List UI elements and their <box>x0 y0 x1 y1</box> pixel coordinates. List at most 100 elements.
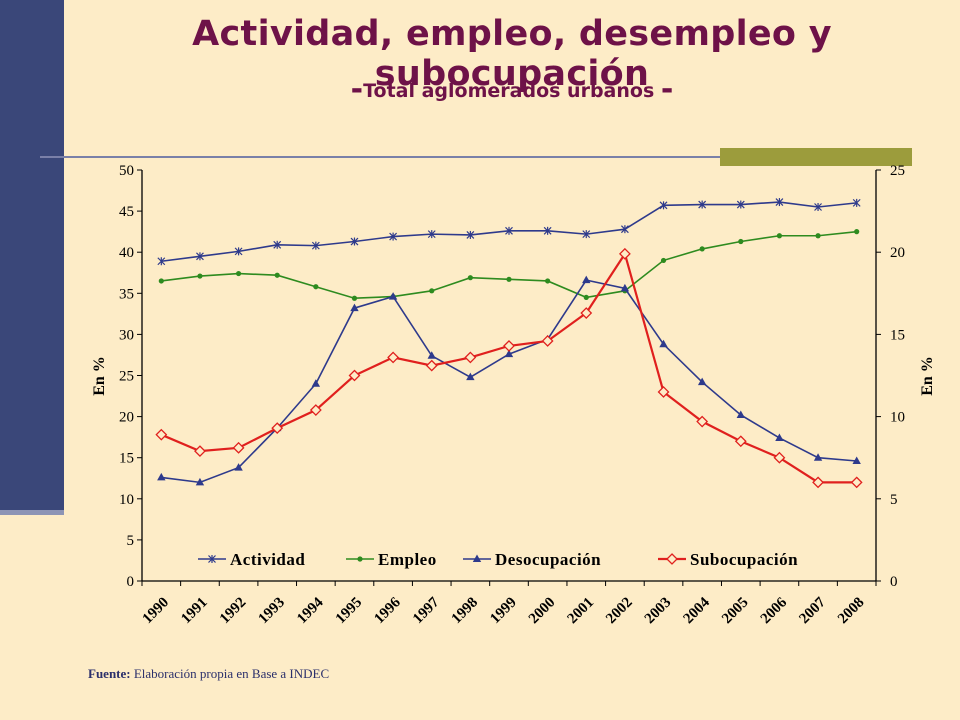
legend-label-subocupacion: Subocupación <box>690 550 798 569</box>
data-point-desocupacion <box>157 472 166 481</box>
data-point-actividad <box>234 247 243 256</box>
data-point-empleo <box>197 273 203 279</box>
y-tick-label-right: 25 <box>890 163 905 179</box>
data-point-empleo <box>776 233 783 239</box>
x-tick-label: 2004 <box>680 594 713 627</box>
data-point-subocupacion <box>348 369 361 382</box>
data-point-empleo <box>158 278 164 284</box>
data-point-desocupacion <box>582 275 591 284</box>
data-point-actividad <box>196 252 204 261</box>
data-point-subocupacion <box>194 445 206 458</box>
y-tick-label-left: 25 <box>119 369 134 385</box>
data-point-actividad <box>273 240 282 249</box>
data-point-empleo <box>699 246 705 252</box>
x-tick-label: 1997 <box>410 594 443 627</box>
data-point-desocupacion <box>620 283 630 292</box>
subtitle-text: Total aglomerados urbanos <box>363 80 655 102</box>
data-point-actividad <box>582 230 591 239</box>
source-label: Fuente: <box>88 666 131 681</box>
data-point-actividad <box>736 200 745 209</box>
y-tick-label-left: 10 <box>119 492 134 508</box>
series-line-subocupacion <box>160 251 857 484</box>
source-note: Fuente: Elaboración propia en Base a IND… <box>88 666 329 682</box>
data-point-desocupacion <box>697 377 707 386</box>
legend-label-desocupacion: Desocupación <box>495 550 601 569</box>
series-line-empleo <box>161 230 857 300</box>
legend-label-actividad: Actividad <box>230 550 305 569</box>
y-axis-title-right: En % <box>919 356 936 396</box>
y-tick-label-left: 5 <box>127 533 135 549</box>
y-tick-label-right: 20 <box>890 245 905 261</box>
data-point-actividad <box>543 226 552 235</box>
data-point-empleo <box>313 284 319 290</box>
chart-series <box>155 198 863 489</box>
x-tick-label: 2008 <box>835 595 868 628</box>
data-point-desocupacion <box>427 351 436 359</box>
data-point-subocupacion <box>232 441 245 454</box>
data-point-subocupacion <box>425 359 438 372</box>
x-tick-label: 1992 <box>217 595 250 628</box>
data-point-desocupacion <box>311 379 321 387</box>
title-divider <box>40 156 912 158</box>
y-tick-label-left: 15 <box>119 451 134 467</box>
x-tick-label: 2005 <box>719 595 752 628</box>
data-point-subocupacion <box>503 339 515 352</box>
data-point-subocupacion <box>657 386 670 398</box>
data-point-actividad <box>698 200 707 209</box>
data-point-subocupacion <box>734 435 747 448</box>
data-point-actividad <box>775 198 784 207</box>
x-tick-label: 1993 <box>256 595 289 628</box>
x-tick-label: 1990 <box>140 595 173 628</box>
data-point-desocupacion <box>195 477 205 486</box>
x-tick-label: 1991 <box>178 595 211 628</box>
left-accent-bar <box>0 0 64 514</box>
x-tick-label: 2003 <box>642 595 675 628</box>
subtitle-dash-right: - <box>660 72 674 107</box>
data-point-desocupacion <box>504 349 514 358</box>
left-accent-bar-shadow <box>0 510 64 515</box>
data-point-actividad <box>389 232 398 241</box>
subtitle-dash-left: - <box>350 72 364 107</box>
data-point-subocupacion <box>618 247 631 260</box>
data-point-desocupacion <box>234 463 243 471</box>
x-tick-label: 1999 <box>487 595 520 628</box>
chart-legend: Actividad Empleo Desocupación Subocupación <box>198 550 798 569</box>
y-tick-label-left: 45 <box>119 204 134 220</box>
y-tick-label-left: 20 <box>119 410 134 426</box>
data-point-empleo <box>274 272 280 278</box>
data-point-actividad <box>505 226 513 235</box>
data-point-subocupacion <box>666 553 678 565</box>
data-point-empleo <box>815 233 821 239</box>
data-point-empleo <box>467 275 473 281</box>
x-tick-label: 2000 <box>526 595 559 628</box>
olive-accent-block <box>720 148 912 166</box>
data-point-desocupacion <box>852 456 861 464</box>
data-point-subocupacion <box>271 422 284 435</box>
x-tick-label: 1994 <box>294 594 327 627</box>
data-point-empleo <box>506 276 512 282</box>
x-tick-label: 2006 <box>758 594 791 627</box>
data-point-empleo <box>660 257 667 264</box>
data-point-desocupacion <box>388 292 398 300</box>
data-point-desocupacion <box>659 339 668 348</box>
data-point-subocupacion <box>773 451 786 464</box>
data-point-actividad <box>427 230 436 239</box>
data-point-subocupacion <box>696 415 709 428</box>
y-axis-title-left: En % <box>91 356 108 396</box>
data-point-subocupacion <box>387 351 400 364</box>
data-point-empleo <box>583 294 589 301</box>
data-point-subocupacion <box>309 404 322 416</box>
legend-label-empleo: Empleo <box>378 550 437 569</box>
data-point-actividad <box>208 555 216 563</box>
x-tick-label: 1996 <box>371 594 404 627</box>
data-point-empleo <box>854 229 860 235</box>
slide-title: Actividad, empleo, desempleo y subocupac… <box>192 14 832 94</box>
data-point-desocupacion <box>472 554 482 562</box>
data-point-desocupacion <box>813 453 823 461</box>
data-point-desocupacion <box>350 303 359 312</box>
y-tick-label-right: 5 <box>890 492 898 508</box>
y-tick-label-left: 30 <box>119 327 134 343</box>
x-tick-label: 1995 <box>333 595 366 628</box>
data-point-empleo <box>235 270 242 277</box>
